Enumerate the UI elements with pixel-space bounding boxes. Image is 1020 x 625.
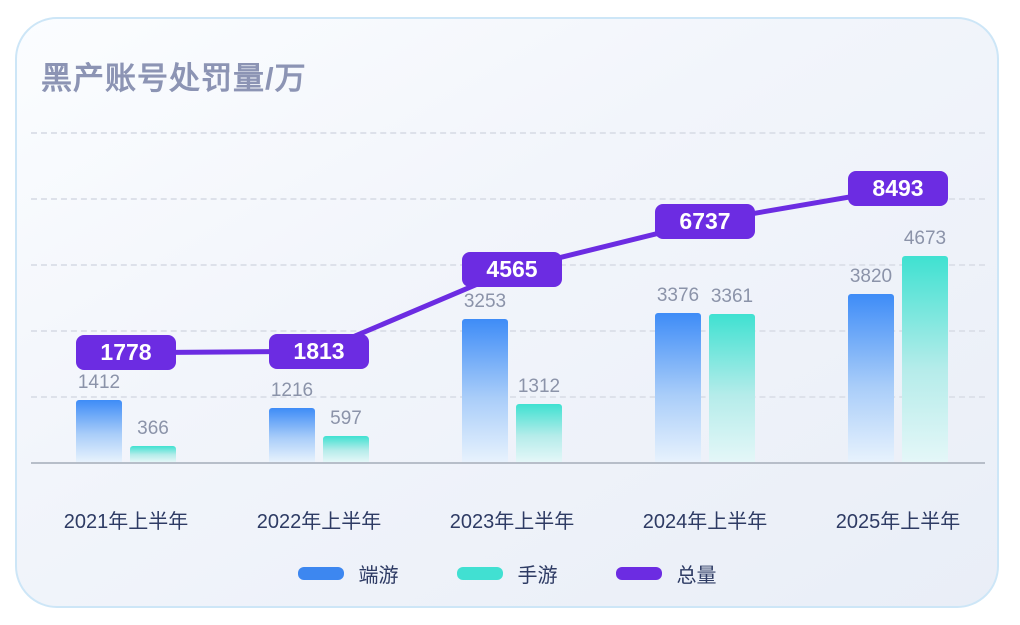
bar-端游-2025年上半年: [848, 294, 894, 462]
bar-value-label: 3820: [849, 266, 893, 287]
x-axis-label: 2025年上半年: [835, 511, 961, 533]
bar-手游-2021年上半年: [130, 446, 176, 462]
x-axis-label: 2021年上半年: [63, 511, 189, 533]
gridline: [31, 198, 985, 200]
total-badge: 6737: [655, 204, 755, 240]
bar-value-label: 1412: [77, 372, 121, 393]
legend-label: 总量: [676, 565, 717, 587]
legend-item-手游: 手游: [456, 559, 558, 588]
legend-label: 手游: [517, 565, 558, 587]
total-badge: 1813: [269, 333, 369, 369]
chart-title: 黑产账号处罚量/万: [41, 61, 307, 96]
bar-手游-2022年上半年: [323, 436, 369, 462]
x-axis-line: [31, 462, 985, 464]
bar-value-label: 1312: [517, 376, 561, 397]
gridline: [31, 330, 985, 332]
bar-端游-2022年上半年: [269, 408, 315, 462]
legend-swatch: [615, 567, 662, 580]
bar-手游-2023年上半年: [516, 404, 562, 462]
x-axis-label: 2024年上半年: [642, 511, 768, 533]
chart-card: 黑产账号处罚量/万 1412 366 1216 597 3253 1312 3376 3361…: [15, 17, 999, 608]
legend-item-端游: 端游: [297, 559, 399, 588]
total-badge: 4565: [462, 251, 562, 287]
chart-legend: 端游 手游 总量: [17, 559, 997, 588]
total-badge: 1778: [76, 335, 176, 371]
bar-value-label: 3361: [710, 286, 754, 307]
x-axis-label: 2023年上半年: [449, 511, 575, 533]
bar-手游-2024年上半年: [709, 314, 755, 462]
bar-value-label: 3376: [656, 285, 700, 306]
bar-手游-2025年上半年: [902, 256, 948, 462]
gridline: [31, 132, 985, 134]
bar-端游-2024年上半年: [655, 313, 701, 462]
gridline: [31, 396, 985, 398]
legend-swatch: [456, 567, 503, 580]
legend-swatch: [297, 567, 344, 580]
bar-端游-2023年上半年: [462, 319, 508, 462]
bar-value-label: 597: [330, 408, 362, 429]
chart-area: 1412 366 1216 597 3253 1312 3376 3361 3820 4673 17…: [17, 19, 997, 606]
bar-value-label: 1216: [270, 380, 314, 401]
legend-item-总量: 总量: [615, 559, 717, 588]
bar-value-label: 4673: [903, 228, 947, 249]
bar-value-label: 366: [137, 418, 169, 439]
bar-端游-2021年上半年: [76, 400, 122, 462]
total-badge: 8493: [848, 171, 948, 207]
x-axis-label: 2022年上半年: [256, 511, 382, 533]
legend-label: 端游: [358, 565, 399, 587]
bar-value-label: 3253: [463, 291, 507, 312]
